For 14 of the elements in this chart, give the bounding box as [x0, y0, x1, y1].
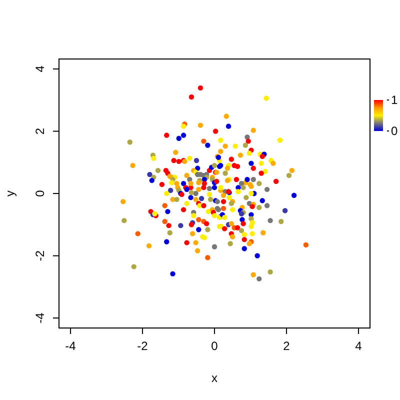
color-bar-label: 1 — [391, 92, 398, 107]
x-tick-label: 0 — [211, 339, 218, 353]
y-tick-label: -4 — [33, 312, 47, 324]
y-tick-label: 0 — [33, 190, 47, 197]
y-tick-label: 2 — [33, 128, 47, 135]
x-tick-label: -2 — [137, 339, 148, 353]
color-bar-label: 0 — [391, 124, 398, 138]
y-axis-title: y — [3, 190, 17, 196]
y-tick-label: -2 — [33, 250, 47, 262]
x-axis-title: x — [212, 371, 218, 385]
x-tick-label: 4 — [355, 339, 362, 353]
x-tick-label: -4 — [65, 339, 76, 353]
x-tick-label: 2 — [283, 339, 290, 353]
y-tick-label: 4 — [33, 65, 47, 72]
